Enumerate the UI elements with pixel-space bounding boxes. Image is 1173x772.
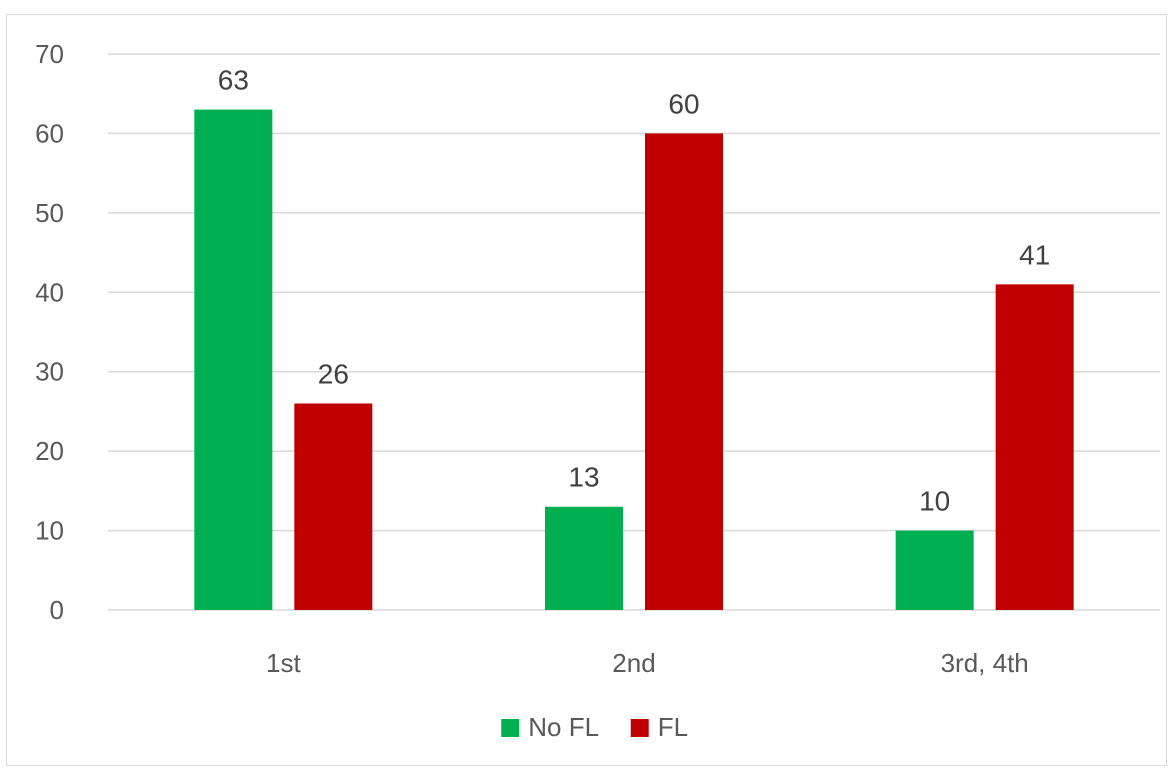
x-tick-label: 3rd, 4th xyxy=(941,648,1029,678)
bar-fl xyxy=(645,133,723,610)
bar-fl xyxy=(995,284,1074,610)
legend-label: No FL xyxy=(528,712,599,742)
x-axis-ticks: 1st 2nd 3rd, 4th xyxy=(266,648,1029,678)
data-label: 41 xyxy=(1019,239,1050,270)
bar-no-fl xyxy=(895,530,974,610)
y-tick-label: 30 xyxy=(35,357,64,387)
legend-label: FL xyxy=(658,712,688,742)
x-tick-label: 2nd xyxy=(612,648,655,678)
y-tick-label: 20 xyxy=(35,436,64,466)
data-label: 60 xyxy=(668,88,699,119)
y-tick-label: 60 xyxy=(35,118,64,148)
bar-no-fl xyxy=(194,109,273,610)
y-tick-label: 70 xyxy=(35,39,64,69)
y-tick-label: 50 xyxy=(35,198,64,228)
data-label: 13 xyxy=(568,462,599,493)
legend-swatch xyxy=(630,719,649,737)
bar-no-fl xyxy=(545,506,623,610)
data-label: 63 xyxy=(218,65,249,96)
data-label: 26 xyxy=(318,358,349,389)
x-tick-label: 1st xyxy=(266,648,301,678)
y-tick-label: 0 xyxy=(50,595,64,625)
y-axis-ticks: 0 10 20 30 40 50 60 70 xyxy=(35,39,64,625)
y-tick-label: 40 xyxy=(35,277,64,307)
legend-swatch xyxy=(501,719,520,737)
legend: No FL FL xyxy=(501,712,688,742)
bar-fl xyxy=(294,403,373,610)
data-label: 10 xyxy=(919,486,950,517)
data-labels: 63 26 13 60 10 41 xyxy=(218,65,1050,517)
y-tick-label: 10 xyxy=(35,516,64,546)
grid-lines xyxy=(108,53,1160,611)
bars xyxy=(194,109,1074,610)
